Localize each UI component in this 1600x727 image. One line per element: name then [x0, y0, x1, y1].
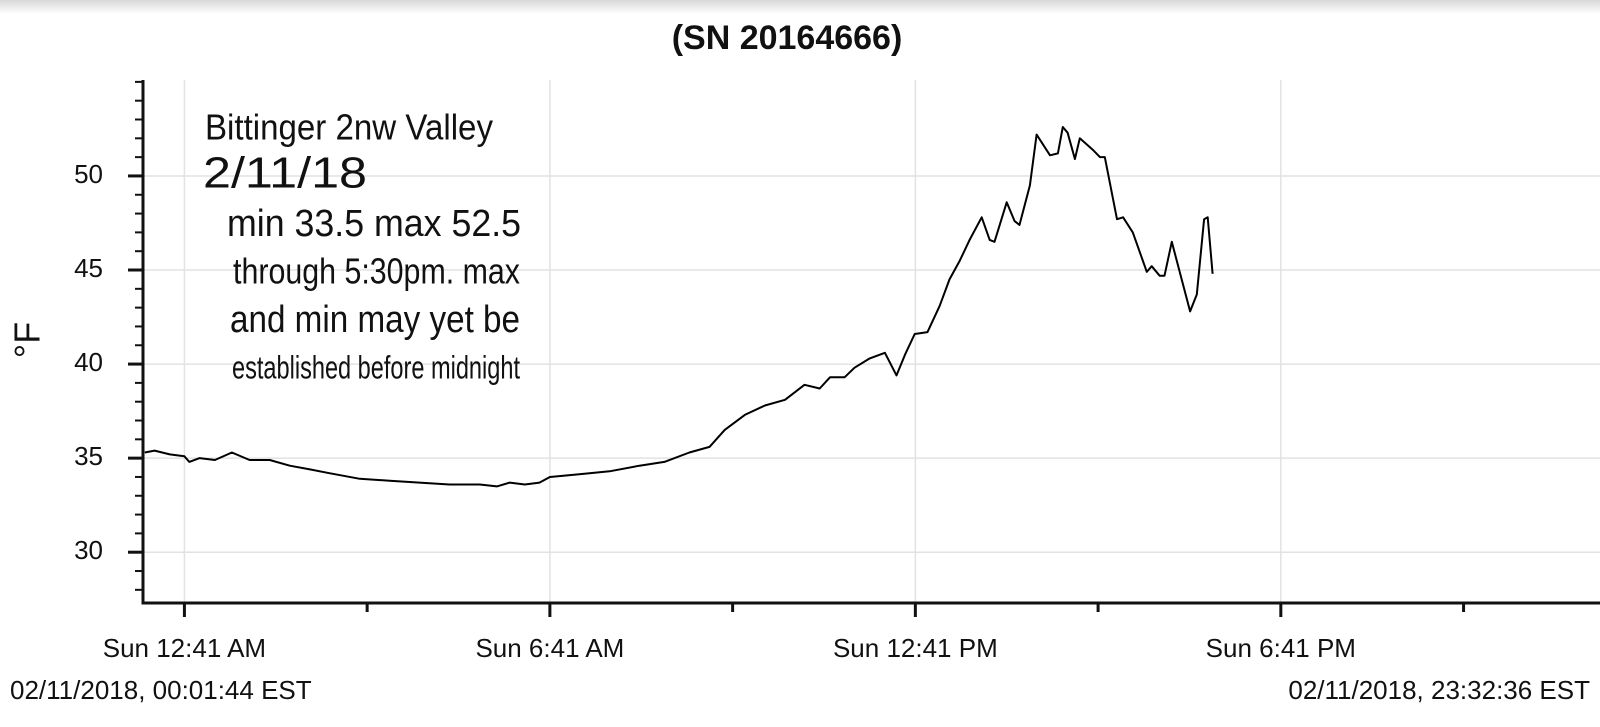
y-tick-label: 30	[74, 535, 103, 565]
annotation-line: Bittinger 2nw Valley	[205, 107, 493, 148]
top-shade	[0, 0, 1600, 14]
y-axis-label: °F	[7, 322, 48, 358]
x-tick-label: Sun 12:41 PM	[833, 633, 998, 663]
x-tick-label: Sun 6:41 PM	[1206, 633, 1356, 663]
annotation-line: through 5:30pm. max	[233, 251, 520, 292]
y-tick-label: 35	[74, 441, 103, 471]
annotation: Bittinger 2nw Valley 2/11/18 min 33.5 ma…	[203, 107, 521, 386]
annotation-line: established before midnight	[232, 349, 520, 385]
y-tick-label: 45	[74, 253, 103, 283]
footer-start-time: 02/11/2018, 00:01:44 EST	[10, 675, 312, 705]
annotation-line: min 33.5 max 52.5	[227, 203, 521, 245]
temperature-line	[144, 126, 1214, 488]
annotation-line: and min may yet be	[230, 299, 520, 341]
x-tick-label: Sun 12:41 AM	[103, 633, 266, 663]
chart-title: (SN 20164666)	[672, 19, 903, 57]
y-tick-label: 50	[74, 159, 103, 189]
annotation-line: 2/11/18	[203, 149, 367, 198]
x-tick-label: Sun 6:41 AM	[475, 633, 624, 663]
y-tick-label: 40	[74, 347, 103, 377]
footer-end-time: 02/11/2018, 23:32:36 EST	[1288, 675, 1590, 705]
